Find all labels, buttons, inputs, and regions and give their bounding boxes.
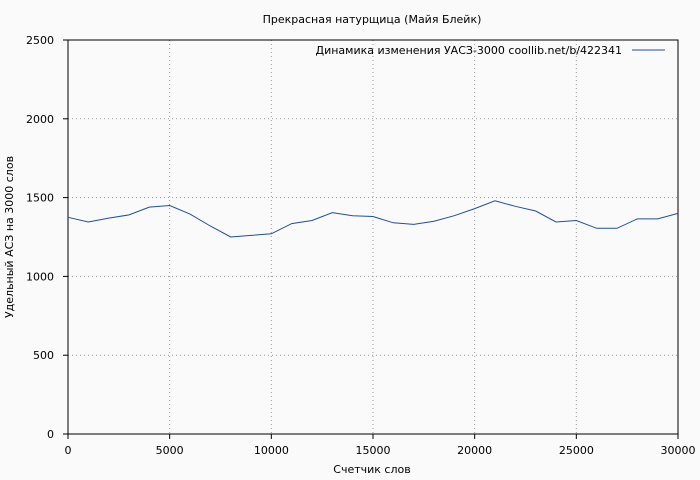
x-tick-label-1: 5000 [156,444,184,457]
y-tick-label-2: 1000 [26,270,54,283]
x-tick-label-5: 25000 [559,444,594,457]
x-tick-label-4: 20000 [457,444,492,457]
axes [63,39,679,439]
y-tick-label-4: 2000 [26,113,54,126]
chart-title: Прекрасная натурщица (Майя Блейк) [263,13,482,26]
y-tick-label-5: 2500 [26,34,54,47]
y-tick-label-0: 0 [47,428,54,441]
series-lines [67,200,679,238]
y-tick-label-3: 1500 [26,192,54,205]
tick-labels: 0 5000 10000 15000 20000 25000 30000 0 500 1000 15… [26,34,696,457]
legend: Динамика изменения УАСЗ-3000 coollib.net… [316,44,665,57]
grid-lines [68,40,678,434]
x-tick-label-6: 30000 [661,444,696,457]
series-line-0 [67,200,679,238]
y-axis-label: Удельный АСЗ на 3000 слов [3,156,16,318]
x-tick-label-0: 0 [65,444,72,457]
x-tick-label-2: 10000 [254,444,289,457]
x-tick-label-3: 15000 [356,444,391,457]
legend-label-series-0: Динамика изменения УАСЗ-3000 coollib.net… [316,44,623,57]
y-tick-label-1: 500 [33,349,54,362]
x-axis-label: Счетчик слов [333,463,410,476]
